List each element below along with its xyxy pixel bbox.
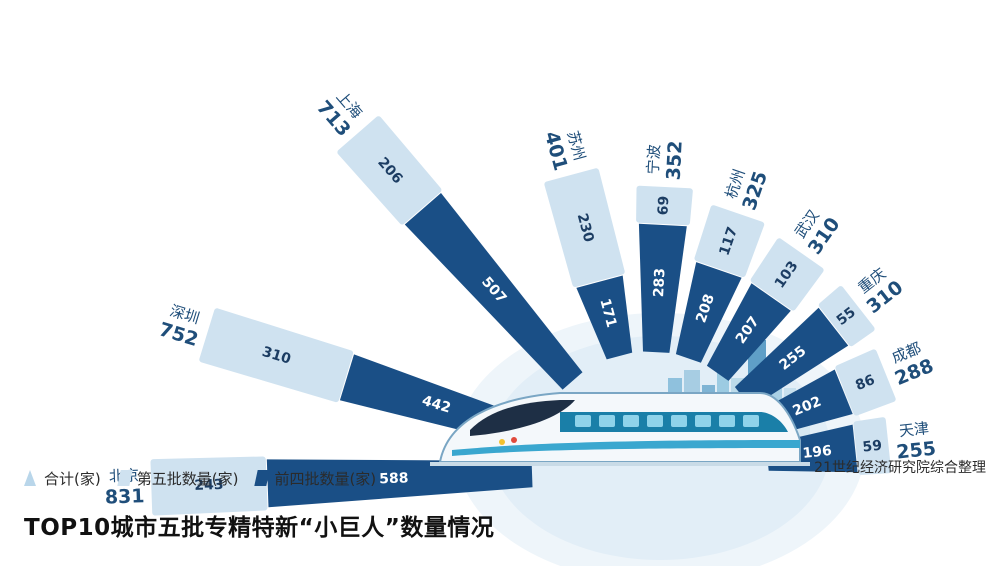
bar-fifth-4	[544, 168, 625, 287]
value-label-fifth-10: 59	[862, 438, 883, 456]
train-window	[743, 415, 759, 427]
city-name-5: 宁波	[644, 144, 664, 175]
legend-fifth-swatch	[117, 470, 133, 486]
bar-prev-3	[404, 193, 583, 390]
train-window	[695, 415, 711, 427]
value-label-fifth-4: 230	[574, 212, 597, 245]
train-stripe	[452, 440, 800, 456]
train-window	[671, 415, 687, 427]
track-line	[430, 462, 810, 466]
bar-fifth-5	[636, 185, 693, 226]
total-label-5: 352	[663, 140, 687, 181]
bar-prev-6	[675, 262, 742, 363]
source-note: 21世纪经济研究院综合整理	[814, 460, 986, 476]
train-illustration	[430, 392, 810, 466]
legend-total: 合计(家)	[24, 468, 101, 489]
bar-fifth-2	[199, 308, 354, 403]
train-light	[499, 439, 505, 445]
bar-fifth-6	[694, 205, 765, 277]
value-label-prev-5: 283	[651, 268, 669, 298]
value-label-fifth-1: 243	[194, 477, 224, 494]
train-window	[623, 415, 639, 427]
legend-total-label: 合计(家)	[44, 469, 101, 488]
total-label-1: 831	[104, 485, 144, 508]
legend-prev-swatch	[254, 470, 271, 486]
bar-fifth-1	[150, 456, 268, 516]
value-label-prev-1: 588	[379, 470, 409, 487]
bar-prev-4	[576, 275, 633, 360]
bar-fifth-3	[337, 116, 442, 225]
bar-fifth-10	[853, 417, 892, 475]
train-window	[719, 415, 735, 427]
legend-prev-label: 前四批数量(家)	[274, 469, 377, 488]
value-label-fifth-5: 69	[655, 195, 672, 215]
train-window	[647, 415, 663, 427]
total-label-10: 255	[895, 438, 937, 464]
bars	[150, 116, 896, 516]
chart-title: TOP10城市五批专精特新“小巨人”数量情况	[24, 515, 495, 541]
legend-fifth: 第五批数量(家)	[117, 468, 239, 489]
legend-fifth-label: 第五批数量(家)	[136, 469, 239, 488]
train-windshield	[470, 400, 575, 436]
city-label-group-5: 宁波 352	[644, 140, 687, 181]
bar-prev-8	[734, 307, 849, 408]
train-window	[599, 415, 615, 427]
bar-prev-5	[638, 223, 687, 353]
bar-fifth-9	[835, 349, 896, 416]
train-light	[511, 437, 517, 443]
bar-prev-7	[706, 283, 791, 381]
legend-prev: 前四批数量(家)	[254, 468, 377, 489]
legend: 合计(家) 第五批数量(家) 前四批数量(家)	[24, 465, 376, 491]
bar-fifth-8	[818, 286, 875, 347]
bar-prev-1	[266, 459, 533, 508]
value-label-prev-4: 171	[596, 297, 619, 329]
bar-fifth-7	[750, 238, 824, 311]
city-name-10: 天津	[898, 419, 930, 440]
value-label-prev-10: 196	[802, 443, 833, 462]
train-window	[575, 415, 591, 427]
legend-total-marker	[24, 470, 36, 486]
value-label-fifth-9: 86	[853, 372, 877, 394]
